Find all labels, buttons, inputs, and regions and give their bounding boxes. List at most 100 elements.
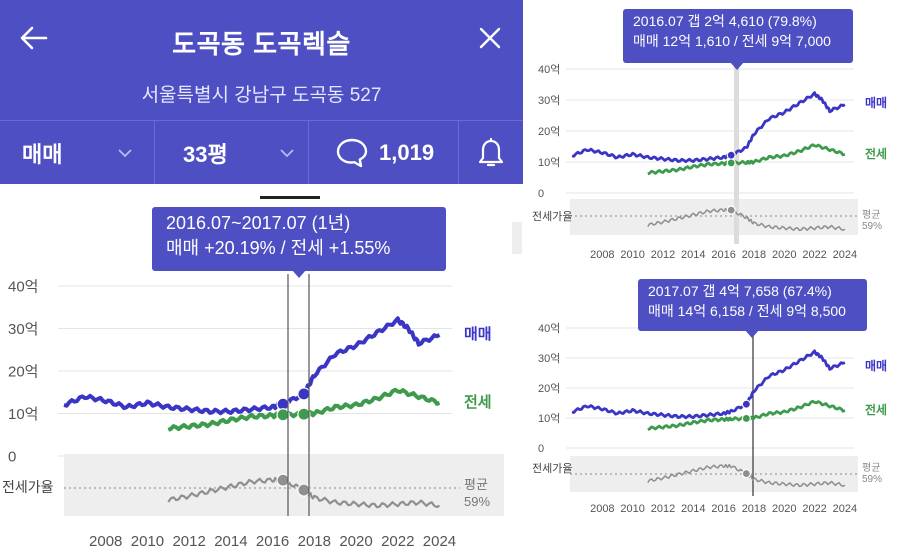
y-tick-label: 20억 [538, 125, 560, 138]
point-tooltip-top: 2016.07 갭 2억 4,610 (79.8%) 매매 12억 1,610 … [623, 9, 853, 63]
trade-type-dropdown[interactable]: 매매 [0, 121, 154, 185]
data-point-marker [726, 205, 736, 215]
x-tick-label: 2008 [89, 533, 122, 550]
data-point-marker [297, 387, 311, 401]
left-panel: 도곡동 도곡렉슬 서울특별시 강남구 도곡동 527 매매 33평 [0, 0, 523, 550]
x-tick-label: 2014 [681, 249, 705, 261]
x-tick-label: 2018 [298, 533, 331, 550]
y-tick-label: 10억 [538, 412, 560, 425]
y-tick-label: 30억 [538, 94, 560, 107]
range-tooltip-line2: 매매 +20.19% / 전세 +1.55% [166, 238, 391, 259]
sale-series-line [571, 349, 846, 420]
y-tick-label: 40억 [538, 322, 560, 335]
x-tick-label: 2010 [620, 503, 644, 515]
title-row: 도곡동 도곡렉슬 [0, 0, 523, 76]
range-tooltip-line1: 2016.07~2017.07 (1년) [166, 213, 351, 233]
x-tick-label: 2016 [256, 533, 289, 550]
y-tick-label: 30억 [8, 321, 39, 338]
x-tick-label: 2008 [590, 503, 614, 515]
sale-series-line [63, 316, 441, 416]
jeonse-series-label: 전세 [464, 394, 492, 411]
back-arrow-icon[interactable] [18, 22, 50, 54]
trade-type-value: 매매 [22, 142, 63, 167]
close-icon[interactable] [474, 22, 506, 54]
point-tooltip-line2: 매매 12억 1,610 / 전세 9억 7,000 [633, 32, 831, 49]
jeonse-series-line [647, 143, 846, 176]
ratio-band [570, 199, 858, 235]
chevron-down-icon [118, 149, 132, 158]
x-tick-label: 2020 [772, 249, 796, 261]
ratio-label: 전세가율 [532, 462, 572, 475]
point-tooltip-bottom: 2017.07 갭 4억 7,658 (67.4%) 매매 14억 6,158 … [638, 279, 867, 331]
y-tick-label: 0 [538, 443, 544, 455]
y-tick-label: 20억 [8, 363, 39, 380]
chevron-down-icon [280, 149, 294, 158]
range-tooltip: 2016.07~2017.07 (1년) 매매 +20.19% / 전세 +1.… [152, 207, 446, 271]
sale-series-line [571, 91, 846, 164]
avg-label: 평균 [862, 209, 880, 221]
y-tick-label: 10억 [538, 156, 560, 169]
mini-chart-bottom-svg[interactable]: 0 10억 20억 30억 40억 2008 2010 2012 2014 2016 2018 202… [524, 272, 907, 556]
tooltip-pointer [730, 62, 744, 70]
bell-icon [478, 137, 504, 167]
point-tooltip-line1: 2017.07 갭 4억 7,658 (67.4%) [648, 283, 832, 299]
x-tick-label: 2020 [772, 503, 796, 515]
mini-chart-top-svg[interactable]: 0 10억 20억 30억 40억 2008 2010 2012 2014 2016 2018 202… [524, 0, 907, 268]
x-tick-label: 2014 [681, 503, 705, 515]
data-point-marker [297, 483, 311, 497]
avg-value: 59% [862, 221, 882, 232]
selection-indicator [260, 196, 320, 199]
data-point-marker [741, 413, 751, 424]
app-header: 도곡동 도곡렉슬 서울특별시 강남구 도곡동 527 매매 33평 [0, 0, 523, 185]
x-tick-label: 2020 [339, 533, 372, 550]
y-tick-label: 30억 [538, 352, 560, 365]
scroll-handle[interactable] [512, 222, 522, 254]
x-tick-label: 2018 [742, 503, 766, 515]
data-point-marker [726, 158, 736, 168]
data-point-marker [741, 399, 751, 409]
size-dropdown[interactable]: 33평 [154, 121, 308, 185]
x-tick-label: 2022 [802, 249, 826, 261]
avg-value: 59% [862, 474, 882, 485]
x-tick-label: 2010 [131, 533, 164, 550]
x-tick-label: 2022 [802, 503, 826, 515]
y-tick-label: 0 [538, 188, 544, 200]
page-title: 도곡동 도곡렉슬 [172, 29, 351, 59]
sale-series-label: 매매 [865, 358, 887, 373]
comments-button[interactable]: 1,019 [308, 121, 458, 185]
comment-count: 1,019 [379, 140, 435, 165]
ratio-label: 전세가율 [2, 479, 54, 495]
alarm-button[interactable] [458, 121, 523, 185]
y-tick-label: 40억 [538, 63, 560, 76]
sale-series-label: 매매 [464, 326, 492, 343]
size-value: 33평 [183, 142, 228, 167]
sale-series-label: 매매 [865, 95, 887, 110]
x-tick-label: 2008 [590, 249, 614, 261]
x-tick-label: 2024 [833, 503, 857, 515]
point-tooltip-line1: 2016.07 갭 2억 4,610 (79.8%) [633, 13, 817, 29]
x-tick-label: 2022 [381, 533, 414, 550]
speech-bubble-icon [336, 138, 368, 168]
x-tick-label: 2024 [423, 533, 456, 550]
y-tick-label: 40억 [8, 278, 39, 295]
y-tick-label: 20억 [538, 382, 560, 395]
jeonse-series-label: 전세 [865, 402, 887, 417]
address-label: 서울특별시 강남구 도곡동 527 [141, 85, 382, 106]
ratio-band [570, 456, 858, 492]
point-tooltip-line2: 매매 14억 6,158 / 전세 9억 8,500 [648, 302, 846, 319]
ratio-series-line [647, 207, 846, 232]
ratio-label: 전세가율 [532, 210, 572, 223]
filter-bar: 매매 33평 1,019 [0, 120, 523, 185]
y-tick-label: 0 [8, 448, 16, 465]
x-tick-label: 2012 [651, 249, 675, 261]
x-tick-label: 2016 [711, 503, 735, 515]
x-tick-label: 2012 [172, 533, 205, 550]
data-point-marker [276, 473, 290, 487]
data-point-marker [297, 407, 311, 421]
x-tick-label: 2018 [742, 249, 766, 261]
y-tick-label: 10억 [8, 406, 39, 423]
tooltip-pointer [292, 270, 306, 278]
x-tick-label: 2016 [711, 249, 735, 261]
avg-label: 평균 [464, 477, 488, 492]
x-tick-label: 2024 [833, 249, 857, 261]
